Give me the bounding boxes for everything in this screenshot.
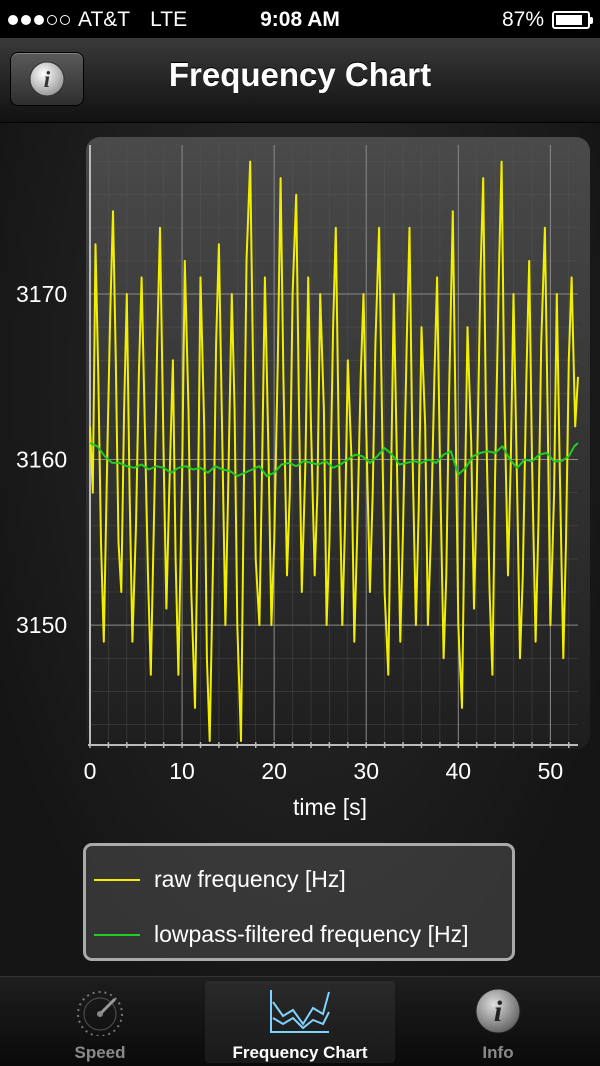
status-bar: AT&T LTE 9:08 AM 87% [0, 0, 600, 38]
x-tick-label: 20 [261, 758, 287, 784]
tab-label-frequency-chart: Frequency Chart [232, 1043, 368, 1062]
filtered-frequency-line [89, 442, 579, 478]
info-button[interactable]: i [10, 52, 84, 106]
svg-text:i: i [44, 67, 51, 92]
speedometer-icon [70, 985, 130, 1037]
legend-label-raw: raw frequency [Hz] [154, 866, 346, 892]
signal-dot [47, 15, 57, 25]
chart-area: 0 10 20 30 40 50 3150 3160 3170 time [s] raw freq… [0, 123, 600, 976]
signal-dot [8, 15, 18, 25]
signal-strength-icon [8, 15, 70, 25]
legend-swatch-filtered [94, 933, 140, 936]
frequency-chart: 0 10 20 30 40 50 3150 3160 3170 time [s] [16, 137, 590, 820]
status-left: AT&T LTE [8, 8, 187, 32]
tab-bar: Speed Frequency Chart i [0, 976, 600, 1066]
tab-label-info: Info [482, 1043, 514, 1062]
signal-dot [21, 15, 31, 25]
info-icon: i [29, 61, 65, 97]
chart-icon [269, 985, 331, 1037]
navigation-bar: i Frequency Chart [0, 38, 600, 123]
x-tick-label: 40 [446, 758, 472, 784]
x-tick-label: 50 [538, 758, 564, 784]
chart-legend: raw frequency [Hz] lowpass-filtered freq… [83, 843, 515, 961]
battery-percent: 87% [501, 8, 544, 31]
tab-info[interactable]: i Info [403, 981, 593, 1063]
network-label: LTE [150, 8, 188, 31]
battery-icon [552, 11, 593, 29]
status-right: 87% [501, 8, 593, 32]
x-tick-label: 10 [169, 758, 195, 784]
raw-frequency-line [89, 160, 579, 742]
info-icon: i [473, 985, 523, 1037]
svg-text:i: i [494, 995, 503, 1028]
tab-label-speed: Speed [74, 1043, 126, 1062]
legend-swatch-raw [94, 878, 140, 881]
y-tick-label: 3170 [16, 281, 67, 307]
legend-item-filtered: lowpass-filtered frequency [Hz] [94, 921, 468, 948]
x-tick-label: 30 [353, 758, 379, 784]
legend-item-raw: raw frequency [Hz] [94, 866, 346, 893]
y-tick-label: 3160 [16, 447, 67, 473]
x-axis-label: time [s] [293, 794, 367, 820]
y-tick-label: 3150 [16, 612, 67, 638]
legend-label-filtered: lowpass-filtered frequency [Hz] [154, 921, 469, 947]
tab-speed[interactable]: Speed [5, 981, 195, 1063]
tab-frequency-chart[interactable]: Frequency Chart [205, 981, 395, 1063]
carrier-label: AT&T [78, 8, 131, 31]
signal-dot [34, 15, 44, 25]
x-tick-label: 0 [84, 758, 97, 784]
status-time: 9:08 AM [260, 8, 340, 31]
signal-dot [60, 15, 70, 25]
page-title: Frequency Chart [168, 56, 432, 93]
